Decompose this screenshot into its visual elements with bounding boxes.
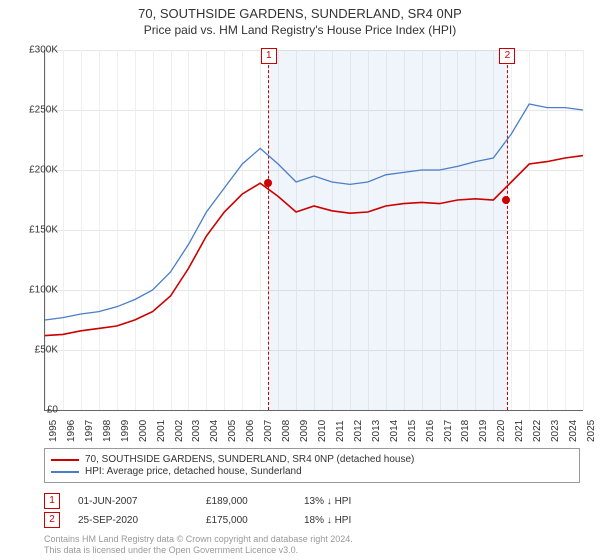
x-tick-label: 2000 — [138, 420, 149, 442]
footer-line-2: This data is licensed under the Open Gov… — [44, 545, 353, 556]
sale-row-marker: 2 — [44, 512, 60, 528]
x-tick-label: 2018 — [460, 420, 471, 442]
x-tick-label: 1997 — [84, 420, 95, 442]
y-tick-label: £0 — [18, 405, 58, 416]
sale-row-price: £189,000 — [206, 496, 286, 507]
sale-row: 1 01-JUN-2007 £189,000 13% ↓ HPI — [44, 493, 580, 509]
chart-svg — [45, 50, 583, 410]
y-tick-label: £300K — [18, 45, 58, 56]
y-tick-label: £150K — [18, 225, 58, 236]
chart-container: 70, SOUTHSIDE GARDENS, SUNDERLAND, SR4 0… — [0, 0, 600, 560]
footer: Contains HM Land Registry data © Crown c… — [44, 534, 353, 557]
x-tick-label: 1999 — [120, 420, 131, 442]
x-tick-label: 2010 — [317, 420, 328, 442]
sales-table: 1 01-JUN-2007 £189,000 13% ↓ HPI 2 25-SEP-202… — [44, 490, 580, 531]
legend-swatch — [51, 459, 79, 461]
sale-row-price: £175,000 — [206, 515, 286, 526]
legend: 70, SOUTHSIDE GARDENS, SUNDERLAND, SR4 0… — [44, 448, 580, 483]
x-tick-label: 2006 — [245, 420, 256, 442]
x-tick-label: 2007 — [263, 420, 274, 442]
sale-row-date: 25-SEP-2020 — [78, 515, 188, 526]
x-tick-label: 2025 — [586, 420, 597, 442]
x-tick-label: 2017 — [443, 420, 454, 442]
x-tick-label: 1998 — [102, 420, 113, 442]
sale-marker-2: 2 — [499, 48, 515, 64]
x-tick-label: 1996 — [66, 420, 77, 442]
sale-row-date: 01-JUN-2007 — [78, 496, 188, 507]
page-title: 70, SOUTHSIDE GARDENS, SUNDERLAND, SR4 0… — [0, 6, 600, 21]
x-tick-label: 2002 — [174, 420, 185, 442]
footer-line-1: Contains HM Land Registry data © Crown c… — [44, 534, 353, 545]
x-tick-label: 2019 — [478, 420, 489, 442]
sale-row-marker: 1 — [44, 493, 60, 509]
series-price_paid — [45, 156, 583, 336]
x-tick-label: 2004 — [209, 420, 220, 442]
y-tick-label: £200K — [18, 165, 58, 176]
legend-swatch — [51, 471, 79, 473]
x-tick-label: 2013 — [371, 420, 382, 442]
sale-marker-1: 1 — [261, 48, 277, 64]
gridline-v — [583, 50, 584, 410]
sale-row-delta: 18% ↓ HPI — [304, 515, 404, 526]
x-tick-label: 2020 — [496, 420, 507, 442]
x-tick-label: 2005 — [227, 420, 238, 442]
sale-row: 2 25-SEP-2020 £175,000 18% ↓ HPI — [44, 512, 580, 528]
y-tick-label: £100K — [18, 285, 58, 296]
x-tick-label: 2015 — [407, 420, 418, 442]
title-block: 70, SOUTHSIDE GARDENS, SUNDERLAND, SR4 0… — [0, 0, 600, 37]
series-hpi — [45, 104, 583, 320]
x-tick-label: 2009 — [299, 420, 310, 442]
x-tick-label: 2003 — [191, 420, 202, 442]
x-tick-label: 2022 — [532, 420, 543, 442]
x-tick-label: 2016 — [425, 420, 436, 442]
x-tick-label: 2008 — [281, 420, 292, 442]
x-tick-label: 2011 — [335, 420, 346, 442]
y-tick-label: £250K — [18, 105, 58, 116]
x-tick-label: 1995 — [48, 420, 59, 442]
page-subtitle: Price paid vs. HM Land Registry's House … — [0, 23, 600, 37]
x-tick-label: 2012 — [353, 420, 364, 442]
legend-label: HPI: Average price, detached house, Sund… — [85, 466, 302, 477]
legend-label: 70, SOUTHSIDE GARDENS, SUNDERLAND, SR4 0… — [85, 454, 414, 465]
chart-area: 12 — [44, 50, 583, 411]
x-tick-label: 2014 — [389, 420, 400, 442]
x-tick-label: 2024 — [568, 420, 579, 442]
x-tick-label: 2023 — [550, 420, 561, 442]
legend-item: HPI: Average price, detached house, Sund… — [51, 466, 573, 477]
x-tick-label: 2021 — [514, 420, 525, 442]
sale-point — [502, 196, 510, 204]
legend-item: 70, SOUTHSIDE GARDENS, SUNDERLAND, SR4 0… — [51, 454, 573, 465]
sale-point — [264, 179, 272, 187]
y-tick-label: £50K — [18, 345, 58, 356]
sale-row-delta: 13% ↓ HPI — [304, 496, 404, 507]
x-tick-label: 2001 — [156, 420, 167, 442]
